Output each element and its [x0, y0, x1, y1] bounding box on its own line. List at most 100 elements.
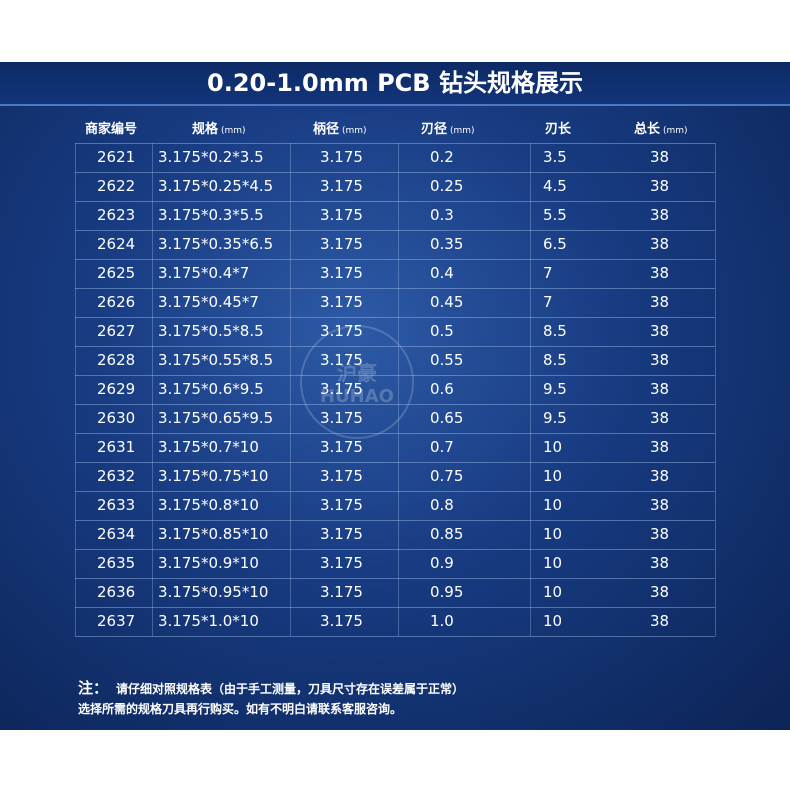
table-cell: 3.175 [320, 380, 363, 398]
table-cell: 3.175 [320, 496, 363, 514]
column-line [152, 143, 153, 636]
header-label: 总长 [634, 122, 661, 137]
table-cell: 38 [650, 380, 670, 398]
table-cell: 3.175*0.95*10 [158, 583, 269, 601]
table-cell: 3.175 [320, 148, 363, 166]
table-cell: 0.25 [430, 177, 464, 195]
header-cell: 刃径 (mm) [421, 118, 475, 137]
table-cell: 0.5 [430, 322, 454, 340]
header-cell: 商家编号 [85, 118, 137, 137]
row-line [75, 201, 715, 202]
row-line [75, 636, 715, 637]
header-cell: 规格 (mm) [192, 118, 246, 137]
header-cell: 刃长 [545, 118, 571, 137]
table-cell: 38 [650, 177, 670, 195]
table-cell: 0.3 [430, 206, 454, 224]
note-line: 注： 请仔细对照规格表（由于手工测量，刀具尺寸存在误差属于正常） [78, 678, 464, 699]
table-cell: 2634 [97, 525, 136, 543]
table-cell: 3.175 [320, 612, 363, 630]
row-line [75, 404, 715, 405]
table-cell: 10 [543, 438, 563, 456]
table-cell: 9.5 [543, 409, 567, 427]
table-cell: 0.45 [430, 293, 464, 311]
table-cell: 38 [650, 525, 670, 543]
table-cell: 38 [650, 409, 670, 427]
table-cell: 4.5 [543, 177, 567, 195]
table-cell: 3.175*0.45*7 [158, 293, 259, 311]
table-cell: 38 [650, 496, 670, 514]
watermark-name: 沪豪 [337, 361, 377, 385]
row-line [75, 491, 715, 492]
header-label: 规格 [192, 122, 219, 137]
table-cell: 38 [650, 554, 670, 572]
table-cell: 3.175 [320, 177, 363, 195]
table-cell: 1.0 [430, 612, 454, 630]
table-cell: 38 [650, 293, 670, 311]
table-cell: 3.175*0.2*3.5 [158, 148, 264, 166]
table-cell: 38 [650, 235, 670, 253]
table-cell: 2629 [97, 380, 136, 398]
note-line: 选择所需的规格刀具再行购买。如有不明白请联系客服咨询。 [78, 702, 403, 716]
table-cell: 2621 [97, 148, 136, 166]
table-cell: 7 [543, 264, 553, 282]
table-cell: 0.35 [430, 235, 464, 253]
table-cell: 2637 [97, 612, 136, 630]
header-cell: 总长 (mm) [634, 118, 688, 137]
row-line [75, 375, 715, 376]
table-cell: 38 [650, 148, 670, 166]
table-cell: 3.175*0.5*8.5 [158, 322, 264, 340]
row-line [75, 346, 715, 347]
header-unit: (mm) [221, 126, 246, 136]
column-line [715, 143, 716, 636]
table-cell: 2625 [97, 264, 136, 282]
table-cell: 3.175*0.65*9.5 [158, 409, 274, 427]
header-unit: (mm) [450, 126, 475, 136]
row-line [75, 230, 715, 231]
table-cell: 3.175*0.7*10 [158, 438, 259, 456]
row-line [75, 433, 715, 434]
row-line [75, 317, 715, 318]
table-cell: 6.5 [543, 235, 567, 253]
table-cell: 2635 [97, 554, 136, 572]
table-cell: 0.55 [430, 351, 464, 369]
table-cell: 3.175*0.8*10 [158, 496, 259, 514]
row-line [75, 143, 715, 144]
table-cell: 7 [543, 293, 553, 311]
table-cell: 38 [650, 612, 670, 630]
table-cell: 0.65 [430, 409, 464, 427]
note-label: 注： [78, 679, 109, 697]
table-cell: 2623 [97, 206, 136, 224]
table-cell: 3.175*0.9*10 [158, 554, 259, 572]
table-cell: 0.7 [430, 438, 454, 456]
table-cell: 3.175 [320, 554, 363, 572]
table-cell: 3.175 [320, 293, 363, 311]
table-cell: 2624 [97, 235, 136, 253]
table-cell: 3.175 [320, 235, 363, 253]
table-cell: 38 [650, 322, 670, 340]
table-cell: 3.175 [320, 409, 363, 427]
table-cell: 38 [650, 206, 670, 224]
header-label: 柄径 [313, 122, 340, 137]
table-cell: 2636 [97, 583, 136, 601]
header-unit: (mm) [342, 126, 367, 136]
table-cell: 8.5 [543, 351, 567, 369]
table-cell: 3.175*0.25*4.5 [158, 177, 274, 195]
column-line [530, 143, 531, 636]
column-line [398, 143, 399, 636]
table-cell: 8.5 [543, 322, 567, 340]
row-line [75, 288, 715, 289]
table-cell: 2626 [97, 293, 136, 311]
row-line [75, 578, 715, 579]
column-line [290, 143, 291, 636]
header-label: 刃长 [545, 122, 572, 137]
watermark-latin: HUHAO [320, 386, 394, 407]
table-cell: 0.95 [430, 583, 464, 601]
table-cell: 0.2 [430, 148, 454, 166]
table-cell: 38 [650, 583, 670, 601]
table-cell: 10 [543, 525, 563, 543]
table-cell: 3.5 [543, 148, 567, 166]
table-cell: 3.175*0.85*10 [158, 525, 269, 543]
table-cell: 3.175 [320, 438, 363, 456]
table-cell: 38 [650, 467, 670, 485]
